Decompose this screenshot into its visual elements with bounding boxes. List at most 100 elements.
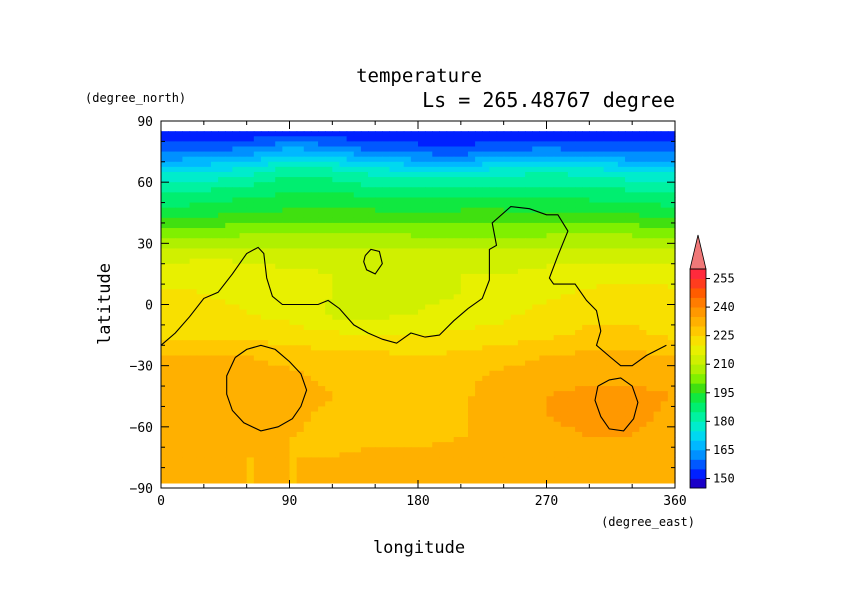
temperature-cell bbox=[232, 477, 241, 484]
temperature-cell bbox=[625, 350, 633, 357]
temperature-cell bbox=[532, 370, 540, 377]
temperature-cell bbox=[360, 289, 369, 295]
temperature-cell bbox=[168, 268, 176, 275]
temperature-cell bbox=[360, 324, 369, 331]
temperature-cell bbox=[296, 146, 305, 153]
temperature-cell bbox=[225, 457, 233, 464]
temperature-cell bbox=[446, 228, 455, 234]
temperature-cell bbox=[403, 457, 412, 464]
temperature-cell bbox=[467, 360, 476, 367]
temperature-cell bbox=[282, 253, 291, 260]
temperature-cell bbox=[582, 131, 590, 137]
temperature-cell bbox=[332, 243, 341, 250]
temperature-cell bbox=[589, 212, 598, 219]
temperature-cell bbox=[332, 442, 341, 448]
temperature-cell bbox=[303, 375, 312, 382]
temperature-cell bbox=[382, 238, 391, 244]
temperature-cell bbox=[196, 166, 205, 173]
temperature-cell bbox=[246, 217, 255, 224]
temperature-cell bbox=[653, 370, 662, 377]
temperature-cell bbox=[396, 386, 405, 392]
temperature-cell bbox=[446, 386, 455, 392]
temperature-cell bbox=[389, 217, 398, 224]
temperature-cell bbox=[432, 437, 441, 443]
temperature-cell bbox=[232, 345, 241, 351]
temperature-cell bbox=[603, 228, 612, 234]
temperature-cell bbox=[525, 161, 533, 168]
temperature-cell bbox=[403, 131, 412, 137]
temperature-cell bbox=[603, 431, 612, 438]
temperature-cell bbox=[575, 370, 583, 377]
temperature-cell bbox=[496, 314, 505, 321]
temperature-cell bbox=[396, 345, 405, 351]
temperature-cell bbox=[660, 437, 669, 443]
temperature-cell bbox=[467, 233, 476, 239]
temperature-cell bbox=[589, 431, 598, 438]
temperature-cell bbox=[289, 238, 298, 244]
temperature-cell bbox=[246, 442, 255, 448]
temperature-cell bbox=[646, 228, 655, 234]
temperature-cell bbox=[639, 192, 648, 199]
temperature-cell bbox=[425, 141, 433, 148]
temperature-cell bbox=[539, 314, 548, 321]
temperature-cell bbox=[161, 258, 169, 265]
temperature-cell bbox=[339, 243, 348, 250]
temperature-cell bbox=[546, 380, 555, 387]
temperature-cell bbox=[567, 421, 576, 428]
temperature-cell bbox=[503, 477, 512, 484]
temperature-cell bbox=[410, 248, 419, 255]
temperature-cell bbox=[560, 457, 569, 464]
temperature-cell bbox=[546, 411, 555, 418]
temperature-cell bbox=[396, 319, 405, 326]
temperature-cell bbox=[318, 426, 326, 433]
temperature-cell bbox=[517, 207, 526, 214]
temperature-cell bbox=[403, 192, 412, 199]
temperature-cell bbox=[368, 370, 376, 377]
temperature-cell bbox=[467, 431, 476, 438]
temperature-cell bbox=[232, 151, 241, 158]
temperature-cell bbox=[189, 289, 198, 295]
temperature-cell bbox=[639, 197, 648, 204]
temperature-cell bbox=[275, 370, 283, 377]
temperature-cell bbox=[282, 197, 291, 204]
temperature-cell bbox=[646, 161, 655, 168]
temperature-cell bbox=[525, 222, 533, 229]
temperature-cell bbox=[603, 299, 612, 306]
temperature-cell bbox=[246, 340, 255, 346]
temperature-cell bbox=[539, 396, 548, 402]
temperature-cell bbox=[546, 177, 555, 183]
temperature-cell bbox=[546, 416, 555, 423]
temperature-cell bbox=[632, 319, 640, 326]
temperature-cell bbox=[268, 166, 276, 173]
temperature-cell bbox=[439, 273, 448, 280]
temperature-cell bbox=[318, 345, 326, 351]
temperature-cell bbox=[475, 182, 483, 188]
temperature-cell bbox=[646, 380, 655, 387]
temperature-cell bbox=[382, 396, 391, 402]
temperature-cell bbox=[503, 452, 512, 459]
temperature-cell bbox=[496, 284, 505, 290]
temperature-cell bbox=[275, 151, 283, 158]
temperature-cell bbox=[325, 345, 333, 351]
temperature-cell bbox=[617, 202, 626, 209]
temperature-cell bbox=[296, 477, 305, 484]
temperature-cell bbox=[332, 212, 341, 219]
temperature-cell bbox=[589, 350, 598, 357]
temperature-cell bbox=[546, 391, 555, 397]
temperature-cell bbox=[389, 161, 398, 168]
temperature-cell bbox=[260, 375, 269, 382]
temperature-cell bbox=[175, 304, 184, 311]
temperature-cell bbox=[246, 329, 255, 336]
temperature-cell bbox=[610, 182, 619, 188]
temperature-cell bbox=[396, 467, 405, 474]
temperature-cell bbox=[617, 238, 626, 244]
temperature-cell bbox=[325, 421, 333, 428]
temperature-cell bbox=[567, 304, 576, 311]
temperature-cell bbox=[182, 360, 191, 367]
temperature-cell bbox=[539, 141, 548, 148]
temperature-cell bbox=[253, 253, 262, 260]
temperature-cell bbox=[296, 263, 305, 270]
temperature-cell bbox=[410, 386, 419, 392]
temperature-cell bbox=[610, 217, 619, 224]
temperature-cell bbox=[589, 442, 598, 448]
